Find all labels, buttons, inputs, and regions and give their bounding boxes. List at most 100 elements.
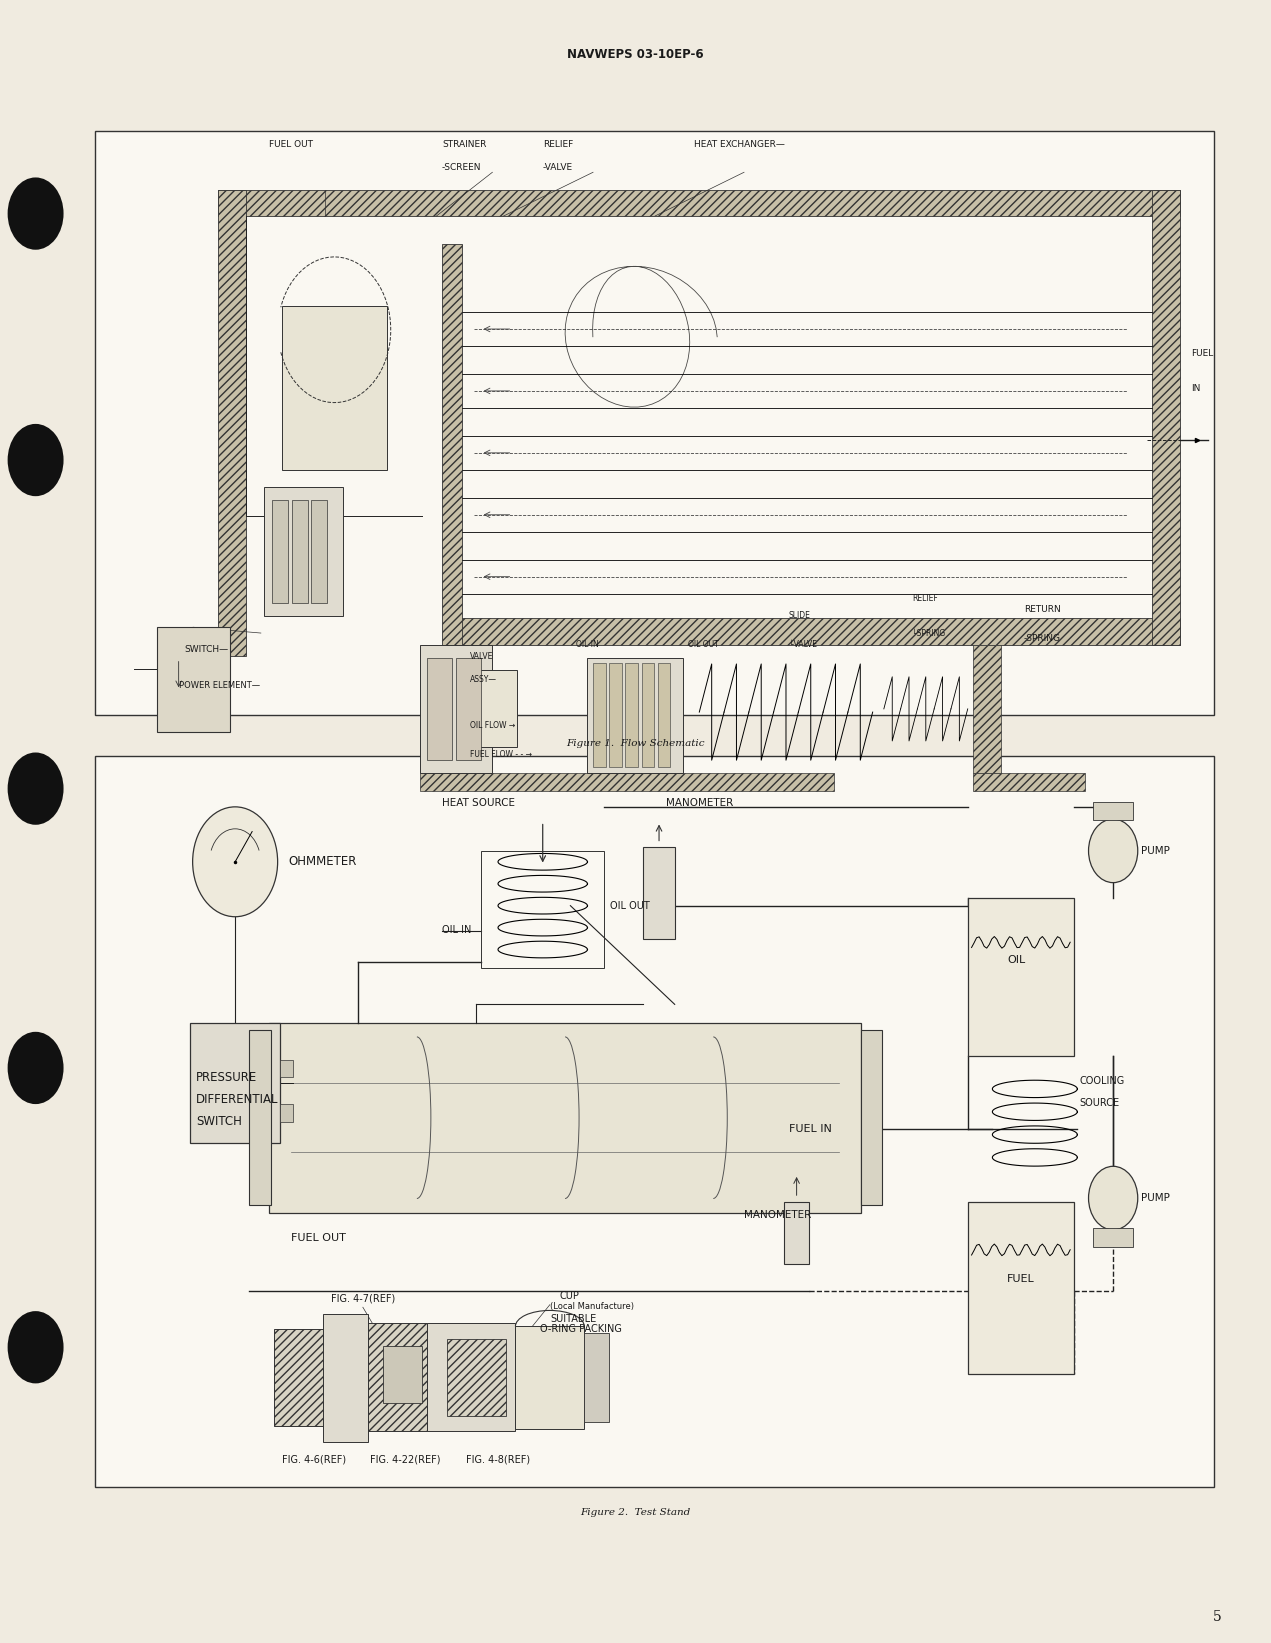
Bar: [1093, 802, 1134, 820]
Text: MANOMETER: MANOMETER: [744, 1209, 811, 1221]
Text: FUEL IN: FUEL IN: [789, 1124, 831, 1134]
Bar: [594, 664, 605, 767]
Text: PRESSURE: PRESSURE: [196, 1071, 257, 1084]
Bar: [264, 488, 343, 616]
Text: SLIDE: SLIDE: [789, 611, 811, 619]
Bar: [268, 1022, 862, 1213]
Text: FUEL OUT: FUEL OUT: [268, 140, 313, 150]
Text: POWER ELEMENT—: POWER ELEMENT—: [179, 682, 261, 690]
Bar: [442, 245, 461, 644]
Text: MANOMETER: MANOMETER: [666, 798, 733, 808]
Bar: [419, 644, 492, 774]
Bar: [427, 657, 452, 761]
Bar: [367, 1323, 427, 1431]
Bar: [324, 1314, 367, 1441]
Text: Figure 1.  Flow Schematic: Figure 1. Flow Schematic: [567, 739, 704, 748]
Text: FUEL FLOW - - →: FUEL FLOW - - →: [470, 749, 533, 759]
Bar: [427, 1323, 516, 1431]
Bar: [282, 306, 388, 470]
Bar: [219, 191, 247, 657]
Bar: [585, 1332, 609, 1423]
Bar: [658, 664, 670, 767]
Text: OIL: OIL: [1007, 956, 1026, 966]
Text: └VALVE: └VALVE: [789, 641, 817, 649]
Bar: [974, 644, 1002, 774]
Text: RETURN: RETURN: [1023, 605, 1060, 614]
Bar: [446, 1339, 506, 1416]
Text: FUEL: FUEL: [1191, 348, 1214, 358]
Text: O-RING PACKING: O-RING PACKING: [540, 1324, 622, 1334]
Circle shape: [8, 424, 64, 496]
Text: FIG. 4-6(REF): FIG. 4-6(REF): [282, 1454, 346, 1466]
Bar: [456, 657, 482, 761]
Text: (Local Manufacture): (Local Manufacture): [550, 1301, 634, 1311]
Bar: [1153, 191, 1181, 644]
Circle shape: [8, 752, 64, 825]
Circle shape: [193, 807, 277, 917]
Text: -SCREEN: -SCREEN: [442, 163, 482, 173]
Text: FIG. 4-8(REF): FIG. 4-8(REF): [466, 1454, 530, 1466]
Bar: [967, 1201, 1074, 1374]
Text: RELIEF: RELIEF: [911, 593, 938, 603]
Text: OIL OUT: OIL OUT: [610, 900, 649, 910]
Bar: [311, 499, 328, 603]
Text: FIG. 4-22(REF): FIG. 4-22(REF): [370, 1454, 441, 1466]
Bar: [642, 664, 655, 767]
Bar: [249, 1030, 271, 1206]
Bar: [625, 664, 638, 767]
Bar: [967, 899, 1074, 1055]
Bar: [587, 657, 683, 774]
Bar: [419, 774, 834, 790]
Text: SOURCE: SOURCE: [1079, 1098, 1120, 1107]
Circle shape: [1088, 1167, 1138, 1231]
Text: ASSY—: ASSY—: [470, 675, 497, 683]
Bar: [862, 1030, 882, 1206]
Text: HEAT EXCHANGER—: HEAT EXCHANGER—: [694, 140, 784, 150]
Text: CUP: CUP: [559, 1291, 580, 1301]
Bar: [784, 1201, 808, 1263]
Bar: [516, 1326, 585, 1429]
Circle shape: [1088, 818, 1138, 882]
Bar: [191, 1022, 280, 1144]
Bar: [643, 848, 675, 938]
Text: VALVE: VALVE: [470, 652, 493, 660]
Bar: [95, 756, 1214, 1487]
Bar: [291, 499, 308, 603]
Text: OIL OUT: OIL OUT: [688, 641, 719, 649]
Text: STRAINER: STRAINER: [442, 140, 487, 150]
Text: IN: IN: [1191, 383, 1201, 393]
Bar: [275, 1329, 343, 1426]
Text: OIL FLOW →: OIL FLOW →: [470, 721, 515, 729]
Text: DIFFERENTIAL: DIFFERENTIAL: [196, 1093, 278, 1106]
Bar: [454, 618, 1181, 644]
Text: OIL IN: OIL IN: [576, 641, 599, 649]
Bar: [609, 664, 622, 767]
Text: OIL IN: OIL IN: [442, 925, 472, 935]
Text: -SPRING: -SPRING: [1023, 634, 1061, 644]
Circle shape: [8, 1311, 64, 1383]
Bar: [219, 191, 1181, 215]
Text: FUEL OUT: FUEL OUT: [291, 1234, 346, 1244]
Text: OHMMETER: OHMMETER: [289, 856, 357, 868]
Bar: [280, 1060, 294, 1078]
Circle shape: [8, 1032, 64, 1104]
Bar: [272, 499, 287, 603]
Bar: [1093, 1229, 1134, 1247]
Bar: [482, 851, 604, 968]
Text: SUITABLE: SUITABLE: [550, 1314, 596, 1324]
Text: FUEL: FUEL: [1007, 1273, 1035, 1283]
Text: FIG. 4-7(REF): FIG. 4-7(REF): [330, 1293, 395, 1303]
Text: PUMP: PUMP: [1141, 846, 1171, 856]
Text: 5: 5: [1214, 1610, 1221, 1623]
Bar: [478, 670, 517, 748]
Bar: [383, 1346, 422, 1403]
Bar: [95, 131, 1214, 715]
Text: -VALVE: -VALVE: [543, 163, 573, 173]
Text: SWITCH—: SWITCH—: [184, 644, 229, 654]
Text: Figure 2.  Test Stand: Figure 2. Test Stand: [581, 1508, 690, 1516]
Text: PUMP: PUMP: [1141, 1193, 1171, 1203]
Text: SWITCH: SWITCH: [196, 1116, 241, 1127]
Bar: [974, 774, 1085, 790]
Text: └SPRING: └SPRING: [911, 629, 946, 637]
Circle shape: [8, 177, 64, 250]
